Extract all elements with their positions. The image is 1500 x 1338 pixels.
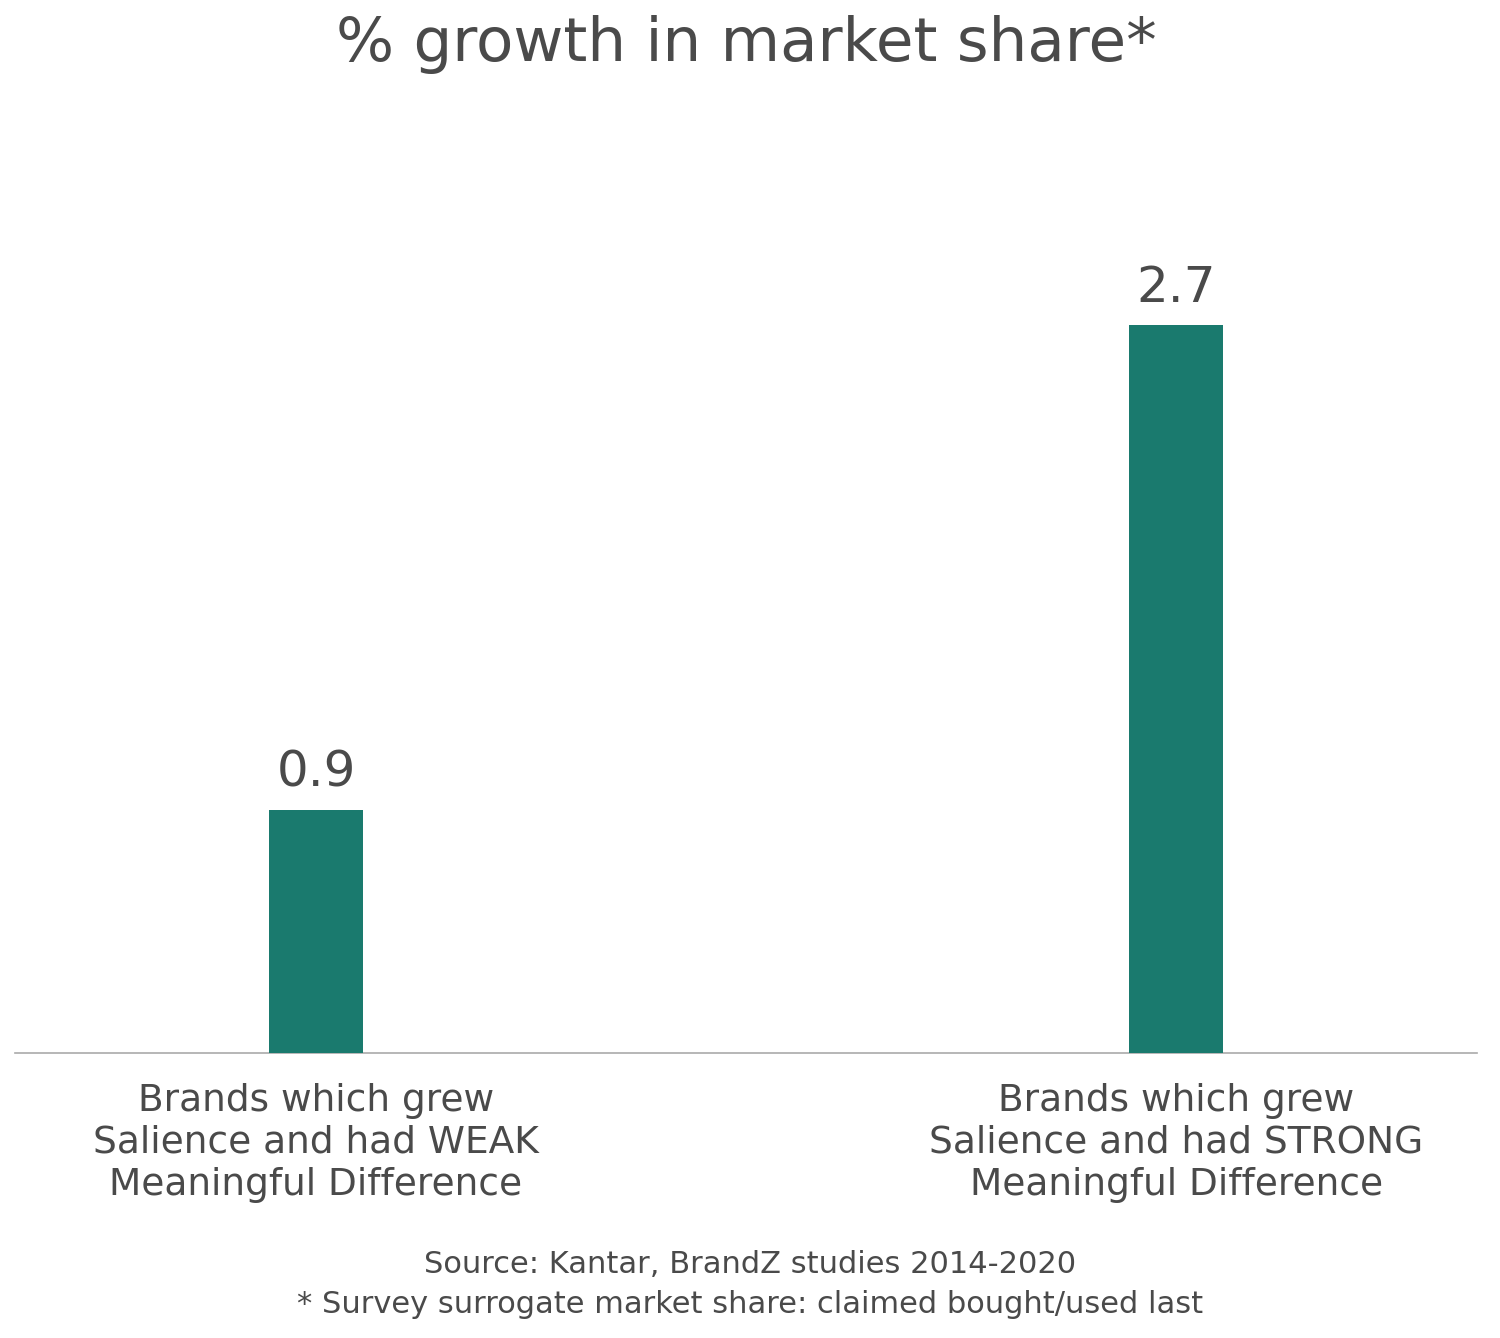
- Text: * Survey surrogate market share: claimed bought/used last: * Survey surrogate market share: claimed…: [297, 1290, 1203, 1319]
- Text: 2.7: 2.7: [1137, 264, 1216, 312]
- Text: Source: Kantar, BrandZ studies 2014-2020: Source: Kantar, BrandZ studies 2014-2020: [424, 1250, 1076, 1279]
- Bar: [1130, 325, 1224, 1053]
- Title: % growth in market share*: % growth in market share*: [336, 15, 1156, 74]
- Text: 0.9: 0.9: [276, 749, 356, 797]
- Bar: [268, 811, 363, 1053]
